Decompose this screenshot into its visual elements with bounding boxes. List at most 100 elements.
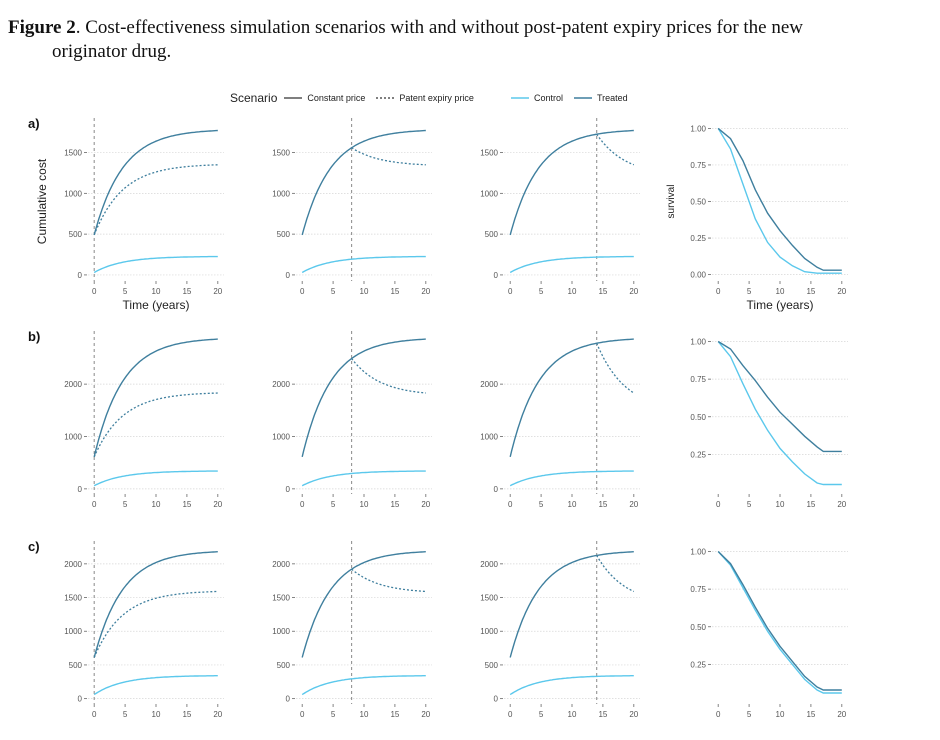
y-tick-label: 1500 — [480, 594, 498, 603]
x-axis-title: Time (years) — [747, 298, 814, 312]
y-tick-label: 0.75 — [690, 375, 706, 384]
y-tick-label: 0.25 — [690, 450, 706, 459]
treated-constant-price-line — [301, 129, 426, 236]
y-axis-title: Cumulative cost — [35, 158, 49, 244]
x-tick-label: 5 — [747, 500, 752, 509]
treated-constant-price-line — [509, 338, 634, 458]
y-tick-label: 0 — [78, 695, 83, 704]
x-tick-label: 10 — [568, 710, 577, 719]
y-tick-label: 0.50 — [690, 623, 706, 632]
y-tick-label: 0.00 — [690, 271, 706, 280]
y-tick-label: 2000 — [64, 380, 82, 389]
x-tick-label: 10 — [568, 287, 577, 296]
x-tick-label: 5 — [331, 500, 336, 509]
control-survival-line — [717, 551, 842, 694]
x-tick-label: 15 — [182, 500, 191, 509]
y-tick-label: 0.25 — [690, 234, 706, 243]
x-tick-label: 5 — [747, 287, 752, 296]
control-cost-line — [509, 470, 634, 487]
x-tick-label: 20 — [629, 710, 638, 719]
y-tick-label: 1000 — [272, 189, 290, 198]
treated-constant-price-line — [301, 338, 426, 458]
y-tick-label: 2000 — [272, 560, 290, 569]
x-tick-label: 0 — [92, 710, 97, 719]
figure-caption: Figure 2. Cost-effectiveness simulation … — [8, 16, 908, 64]
treated-expiry-price-line — [351, 568, 426, 593]
control-cost-line — [509, 675, 634, 696]
treated-constant-price-line — [509, 129, 634, 236]
y-tick-label: 0 — [78, 485, 83, 494]
x-tick-label: 15 — [182, 710, 191, 719]
y-tick-label: 0 — [286, 485, 291, 494]
survival-axis-title: survival — [666, 185, 677, 219]
legend-label-treated: Treated — [596, 93, 628, 103]
y-tick-label: 1000 — [480, 189, 498, 198]
x-tick-label: 0 — [92, 500, 97, 509]
treated-expiry-price-line — [351, 358, 426, 394]
control-cost-line — [301, 470, 426, 487]
x-tick-label: 5 — [331, 710, 336, 719]
x-tick-label: 0 — [716, 287, 721, 296]
legend-label-patent-expiry-price: Patent expiry price — [399, 93, 474, 103]
x-tick-label: 20 — [421, 287, 430, 296]
x-tick-label: 15 — [390, 710, 399, 719]
y-tick-label: 500 — [485, 230, 499, 239]
x-tick-label: 10 — [360, 287, 369, 296]
x-tick-label: 20 — [213, 500, 222, 509]
y-tick-label: 500 — [277, 661, 291, 670]
y-tick-label: 1000 — [480, 627, 498, 636]
x-tick-label: 0 — [508, 710, 513, 719]
x-tick-label: 10 — [360, 710, 369, 719]
x-tick-label: 20 — [213, 710, 222, 719]
cost-panel: 0 500 1000 1500 0 5 10 15 20 — [480, 118, 640, 296]
treated-survival-line — [717, 127, 842, 271]
legend-item-control: Control — [510, 93, 563, 103]
x-tick-label: 15 — [182, 287, 191, 296]
x-tick-label: 10 — [776, 710, 785, 719]
y-tick-label: 1.00 — [690, 338, 706, 347]
x-tick-label: 0 — [716, 500, 721, 509]
treated-constant-price-line — [93, 129, 218, 236]
control-line-swatch — [510, 97, 529, 99]
x-tick-label: 15 — [598, 500, 607, 509]
control-survival-line — [717, 341, 842, 486]
legend: Scenario Constant price Patent expiry pr… — [230, 89, 638, 107]
caption-text-line2: originator drug. — [52, 41, 172, 62]
survival-panel: 0.00 0.25 0.50 0.75 1.00 0 5 10 15 20 survival Time… — [666, 124, 848, 312]
x-tick-label: 15 — [806, 287, 815, 296]
solid-line-swatch — [284, 97, 303, 99]
y-tick-label: 2000 — [480, 380, 498, 389]
y-tick-label: 1000 — [64, 432, 82, 441]
x-tick-label: 10 — [568, 500, 577, 509]
x-tick-label: 5 — [331, 287, 336, 296]
treated-constant-price-line — [93, 338, 218, 458]
legend-item-treated: Treated — [573, 93, 628, 103]
x-tick-label: 0 — [508, 287, 513, 296]
control-cost-line — [93, 255, 218, 274]
x-tick-label: 10 — [152, 500, 161, 509]
x-tick-label: 15 — [390, 500, 399, 509]
x-tick-label: 0 — [508, 500, 513, 509]
row-label: c) — [28, 539, 40, 554]
x-tick-label: 20 — [421, 710, 430, 719]
x-tick-label: 0 — [300, 287, 305, 296]
x-tick-label: 10 — [152, 287, 161, 296]
row-label: b) — [28, 329, 40, 344]
y-tick-label: 0.50 — [690, 198, 706, 207]
control-cost-line — [93, 470, 218, 487]
caption-label: Figure 2 — [8, 17, 76, 38]
y-tick-label: 1000 — [272, 627, 290, 636]
control-cost-line — [301, 255, 426, 274]
y-tick-label: 0 — [286, 695, 291, 704]
legend-label-constant-price: Constant price — [307, 93, 366, 103]
x-tick-label: 20 — [629, 500, 638, 509]
x-tick-label: 20 — [421, 500, 430, 509]
x-tick-label: 0 — [92, 287, 97, 296]
legend-label-control: Control — [533, 93, 563, 103]
y-tick-label: 0 — [78, 271, 83, 280]
x-tick-label: 5 — [539, 287, 544, 296]
y-tick-label: 0 — [494, 271, 499, 280]
treated-survival-line — [717, 340, 842, 453]
